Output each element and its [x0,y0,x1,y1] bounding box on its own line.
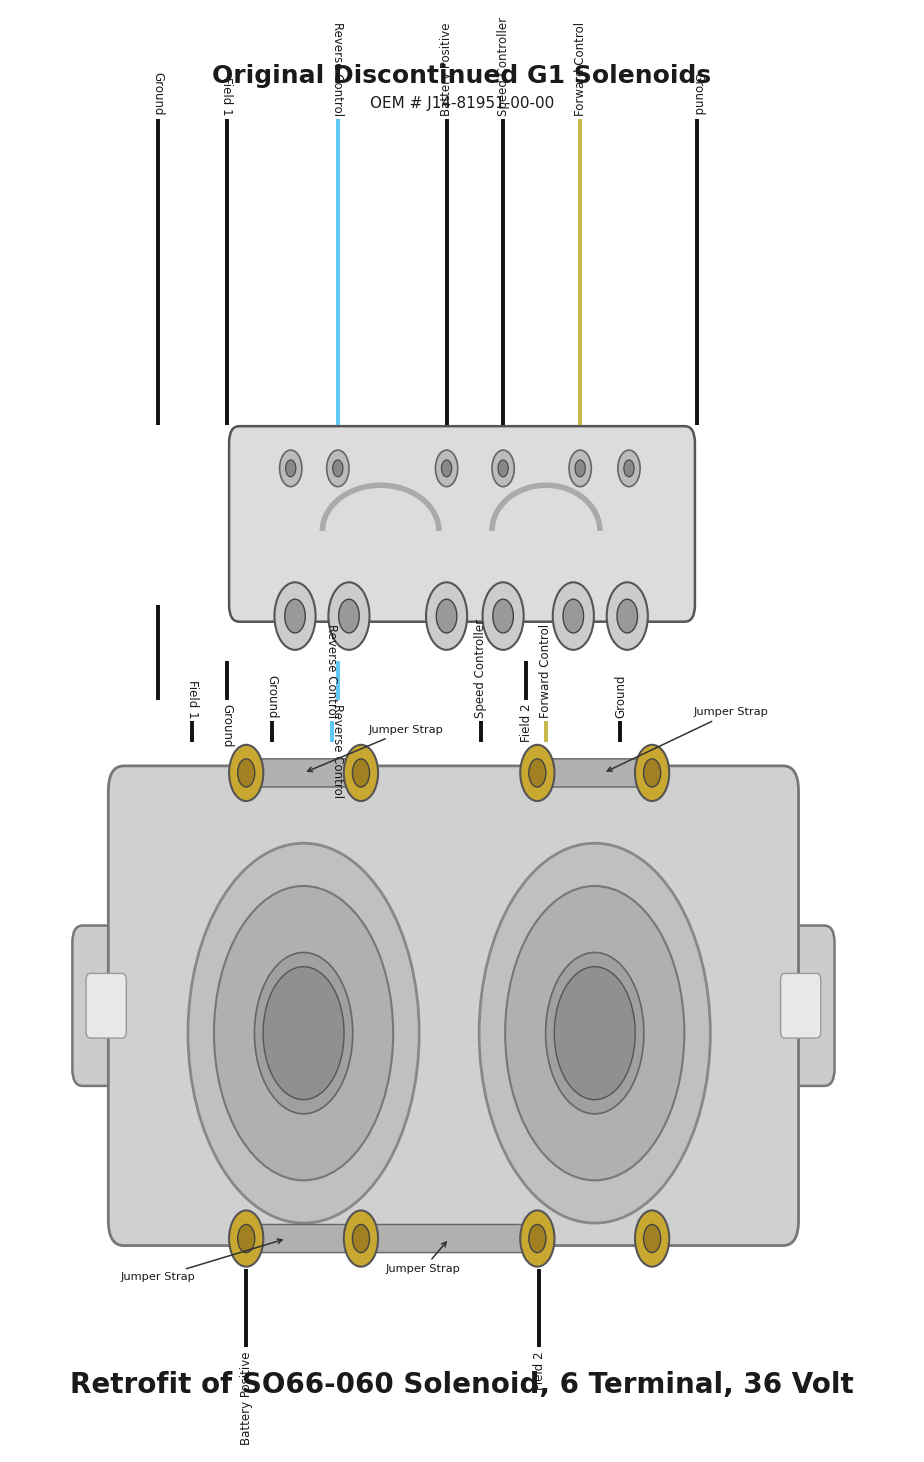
Text: Reverse Control: Reverse Control [325,624,338,718]
Circle shape [635,744,669,801]
Text: Jumper Strap: Jumper Strap [607,708,768,770]
Text: Ground: Ground [691,73,704,115]
Ellipse shape [254,952,353,1114]
FancyBboxPatch shape [237,759,370,787]
Circle shape [553,582,594,649]
Text: Speed Controller: Speed Controller [474,618,487,718]
FancyBboxPatch shape [86,974,127,1038]
Text: Ground: Ground [220,705,233,747]
FancyBboxPatch shape [72,925,140,1086]
Text: Field 2: Field 2 [519,705,533,743]
Ellipse shape [545,952,644,1114]
Circle shape [482,582,524,649]
Circle shape [344,1211,378,1266]
Circle shape [624,461,634,477]
Text: Forward Control: Forward Control [574,22,587,115]
Circle shape [263,966,344,1099]
Ellipse shape [505,886,685,1180]
Circle shape [333,461,343,477]
Text: Jumper Strap: Jumper Strap [120,1238,282,1282]
Ellipse shape [188,844,419,1224]
Text: OEM # J14-81951-00-00: OEM # J14-81951-00-00 [370,96,554,111]
Circle shape [643,759,661,787]
Circle shape [286,461,296,477]
Circle shape [426,582,468,649]
Circle shape [274,582,316,649]
Circle shape [617,599,638,633]
Ellipse shape [214,886,394,1180]
Circle shape [529,1225,546,1253]
Circle shape [520,744,554,801]
Text: Reverse Control: Reverse Control [332,22,345,115]
Circle shape [498,461,508,477]
Circle shape [569,450,591,487]
Circle shape [492,450,515,487]
Circle shape [563,599,584,633]
Circle shape [352,759,370,787]
FancyBboxPatch shape [237,1225,370,1253]
Circle shape [339,599,359,633]
Circle shape [442,461,452,477]
Circle shape [328,582,370,649]
Text: Field 2: Field 2 [532,1351,545,1389]
Circle shape [237,759,255,787]
Circle shape [436,599,456,633]
Text: Ground: Ground [614,674,626,718]
Circle shape [229,744,263,801]
Circle shape [618,450,640,487]
Text: Battery Positive: Battery Positive [239,1351,252,1444]
Circle shape [520,1211,554,1266]
Ellipse shape [480,844,711,1224]
Text: Retrofit of SO66-060 Solenoid, 6 Terminal, 36 Volt: Retrofit of SO66-060 Solenoid, 6 Termina… [70,1371,854,1399]
Circle shape [352,1225,370,1253]
Circle shape [635,1211,669,1266]
Circle shape [344,744,378,801]
Circle shape [575,461,585,477]
Text: Field 1: Field 1 [220,77,233,115]
Circle shape [237,1225,255,1253]
Circle shape [327,450,349,487]
Text: Speed Controller: Speed Controller [496,18,510,115]
Text: Battery Positive: Battery Positive [440,22,453,115]
FancyBboxPatch shape [767,925,834,1086]
Circle shape [280,450,302,487]
Circle shape [643,1225,661,1253]
Circle shape [229,1211,263,1266]
Circle shape [529,759,546,787]
FancyBboxPatch shape [108,766,798,1246]
Text: Ground: Ground [152,73,164,115]
Text: Reverse Control: Reverse Control [332,705,345,798]
FancyBboxPatch shape [229,425,695,621]
Text: Forward Control: Forward Control [540,624,553,718]
Text: Jumper Strap: Jumper Strap [308,725,444,772]
Text: Field 1: Field 1 [186,680,199,718]
Circle shape [492,599,514,633]
FancyBboxPatch shape [781,974,821,1038]
Text: Jumper Strap: Jumper Strap [386,1241,461,1273]
Text: Ground: Ground [265,674,278,718]
Circle shape [285,599,305,633]
FancyBboxPatch shape [529,759,661,787]
Circle shape [607,582,648,649]
Circle shape [435,450,457,487]
FancyBboxPatch shape [352,1225,546,1253]
Text: Original Discontinued G1 Solenoids: Original Discontinued G1 Solenoids [213,64,711,88]
Circle shape [554,966,635,1099]
